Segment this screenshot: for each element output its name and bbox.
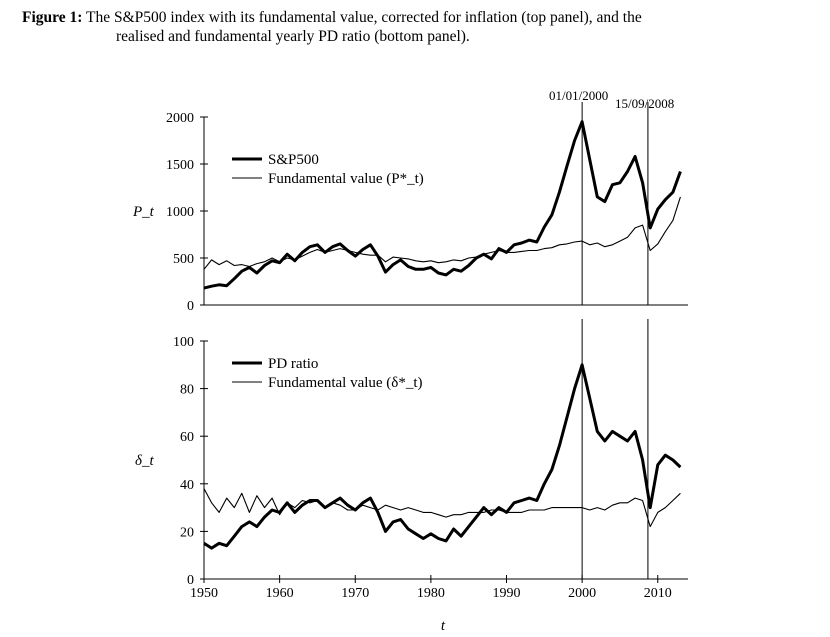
- figure-caption: Figure 1: The S&P500 index with its fund…: [22, 8, 802, 46]
- y-tick-label: 80: [180, 383, 194, 398]
- y-tick-label: 500: [173, 252, 194, 267]
- x-tick-label: 1990: [493, 586, 521, 601]
- legend-label: S&P500: [268, 152, 319, 168]
- y-tick-label: 40: [180, 478, 194, 493]
- y-axis-label-bottom: δ_t: [135, 453, 154, 469]
- x-axis-label: t: [441, 618, 446, 634]
- y-tick-label: 0: [187, 573, 194, 588]
- figure-label: Figure 1:: [22, 9, 83, 26]
- y-tick-label: 0: [187, 299, 194, 314]
- legend-label: PD ratio: [268, 356, 318, 372]
- annotation-label: 01/01/2000: [549, 88, 608, 103]
- y-axis-label-top: P_t: [132, 204, 155, 220]
- y-tick-label: 20: [180, 525, 194, 540]
- series-line-fundamental-bottom: [203, 488, 681, 528]
- annotation-label: 15/09/2008: [615, 96, 674, 111]
- y-tick-label: 1000: [166, 205, 194, 220]
- y-tick-label: 2000: [166, 111, 194, 126]
- x-tick-label: 1970: [341, 586, 369, 601]
- x-tick-label: 1950: [190, 586, 218, 601]
- x-tick-label: 1980: [417, 586, 445, 601]
- y-tick-label: 1500: [166, 158, 194, 173]
- y-tick-label: 100: [173, 335, 194, 350]
- caption-line-2: realised and fundamental yearly PD ratio…: [116, 28, 470, 45]
- legend-label: Fundamental value (P*_t): [268, 171, 424, 187]
- caption-line-1: The S&P500 index with its fundamental va…: [86, 9, 642, 26]
- x-tick-label: 1960: [266, 586, 294, 601]
- series-line-fundamental-top: [203, 196, 681, 270]
- y-tick-label: 60: [180, 430, 194, 445]
- series-line-realised-bottom: [203, 363, 682, 550]
- series-line-realised-top: [203, 120, 682, 290]
- legend-label: Fundamental value (δ*_t): [268, 375, 423, 391]
- x-tick-label: 2010: [644, 586, 672, 601]
- x-tick-label: 2000: [568, 586, 596, 601]
